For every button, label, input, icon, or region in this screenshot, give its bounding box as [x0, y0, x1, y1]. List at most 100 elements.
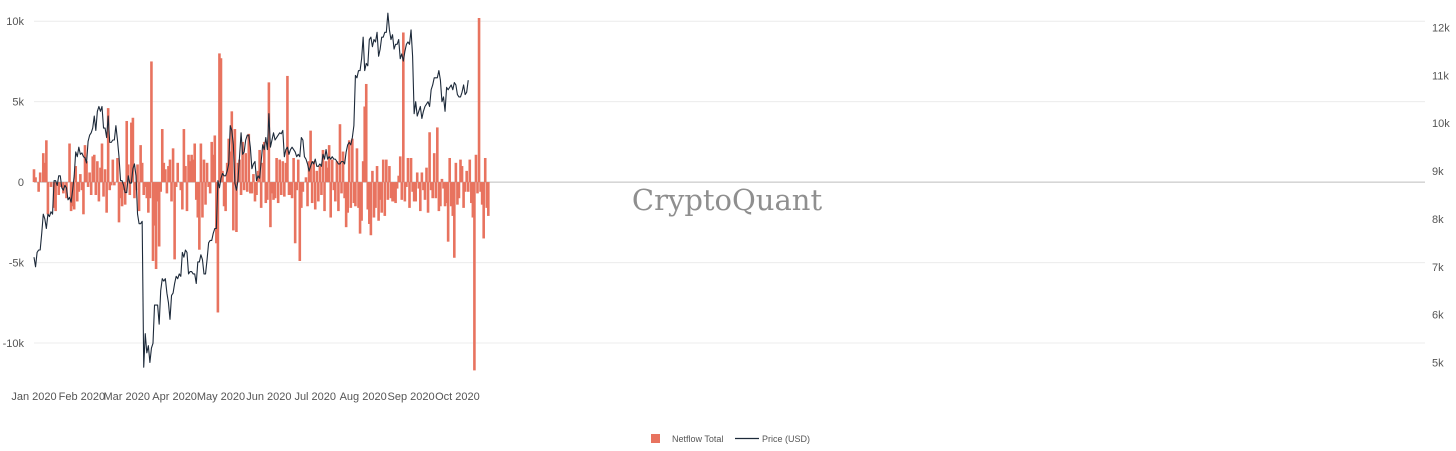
netflow-bar — [423, 182, 427, 200]
left-axis: 10k 5k 0 -5k -10k — [3, 16, 25, 350]
netflow-bar — [284, 162, 288, 183]
netflow-bar — [361, 161, 365, 183]
netflow-bar — [332, 182, 336, 191]
netflow-bar — [173, 182, 176, 260]
netflow-bar — [446, 182, 450, 242]
right-tick-label: 9k — [1432, 166, 1444, 178]
netflow-bar — [219, 58, 223, 183]
netflow-bar — [279, 182, 283, 195]
netflow-bar — [420, 172, 424, 183]
netflow-bar — [292, 157, 295, 183]
netflow-bar — [239, 182, 243, 195]
netflow-bar — [429, 182, 433, 191]
netflow-bars — [32, 18, 490, 371]
netflow-bar — [208, 182, 212, 194]
netflow-bar — [406, 157, 410, 183]
netflow-bar — [436, 127, 439, 183]
right-tick-label: 12k — [1432, 23, 1450, 35]
netflow-bar — [252, 174, 255, 183]
x-tick-label: Apr 2020 — [152, 391, 197, 403]
netflow-bar — [148, 182, 152, 199]
netflow-bar — [176, 162, 180, 183]
netflow-bar — [335, 161, 339, 183]
netflow-bar — [306, 182, 309, 207]
netflow-bar — [68, 143, 71, 183]
right-tick-label: 11k — [1432, 70, 1449, 82]
netflow-bar — [49, 182, 53, 187]
netflow-bar — [80, 182, 84, 191]
netflow-bar — [82, 182, 85, 215]
netflow-bar — [358, 182, 362, 234]
netflow-bar — [190, 154, 193, 183]
netflow-bar — [300, 182, 303, 208]
netflow-bar — [453, 182, 456, 258]
netflow-bar — [369, 182, 373, 236]
netflow-bar — [286, 75, 289, 183]
netflow-bar — [403, 182, 407, 202]
netflow-bar — [363, 106, 366, 183]
netflow-bar — [301, 182, 305, 192]
netflow-bar — [187, 154, 190, 183]
netflow-bar — [123, 182, 127, 205]
netflow-bar — [99, 167, 102, 183]
netflow-bar — [368, 182, 371, 224]
netflow-bar — [150, 61, 153, 183]
netflow-bar — [267, 82, 271, 183]
netflow-bar — [125, 120, 129, 183]
netflow-bar — [431, 182, 434, 199]
right-tick-label: 7k — [1432, 262, 1444, 274]
netflow-bar — [354, 182, 357, 207]
netflow-bar — [477, 18, 481, 183]
netflow-bar — [380, 182, 383, 213]
netflow-bar — [287, 182, 291, 195]
netflow-bar — [320, 182, 323, 195]
netflow-bar — [160, 129, 164, 183]
netflow-bar — [392, 182, 396, 202]
x-tick-label: Mar 2020 — [103, 391, 149, 403]
netflow-bar — [281, 161, 285, 183]
netflow-bar — [34, 177, 37, 183]
netflow-bar — [164, 169, 167, 183]
netflow-bar — [398, 156, 402, 183]
netflow-bar — [179, 182, 183, 191]
netflow-bar — [275, 157, 278, 183]
netflow-bar — [52, 182, 56, 208]
left-tick-label: -10k — [3, 338, 25, 350]
netflow-bar — [470, 182, 473, 204]
netflow-bar — [145, 182, 149, 199]
legend-item-price[interactable]: Price (USD) — [735, 434, 810, 444]
netflow-bar — [296, 159, 300, 183]
netflow-bar — [199, 143, 203, 183]
netflow-bar — [241, 141, 244, 183]
netflow-bar — [476, 182, 479, 194]
left-tick-label: -5k — [9, 258, 25, 270]
netflow-bar — [412, 182, 416, 202]
netflow-bar — [304, 177, 308, 183]
netflow-bar — [395, 182, 399, 189]
netflow-bar — [108, 182, 112, 191]
netflow-bar — [456, 182, 459, 205]
netflow-bar — [83, 145, 87, 183]
netflow-bar — [113, 182, 116, 186]
netflow-bar — [258, 149, 261, 183]
netflow-bar — [139, 145, 142, 183]
netflow-bar — [171, 148, 175, 183]
netflow-bar — [457, 182, 461, 199]
netflow-bar — [261, 162, 264, 183]
netflow-bar — [156, 182, 159, 202]
netflow-bar — [43, 162, 47, 183]
netflow-bar — [391, 182, 394, 202]
left-tick-label: 5k — [12, 97, 24, 109]
netflow-bar — [315, 170, 319, 183]
legend-swatch-netflow — [651, 434, 660, 443]
netflow-bar — [97, 182, 101, 202]
netflow-bar — [92, 154, 96, 183]
netflow-bar — [153, 182, 156, 226]
netflow-bar — [193, 143, 197, 183]
right-tick-label: 8k — [1432, 214, 1444, 226]
legend-item-netflow[interactable]: Netflow Total — [651, 434, 723, 444]
netflow-bar — [411, 182, 414, 192]
netflow-bar — [168, 159, 172, 183]
